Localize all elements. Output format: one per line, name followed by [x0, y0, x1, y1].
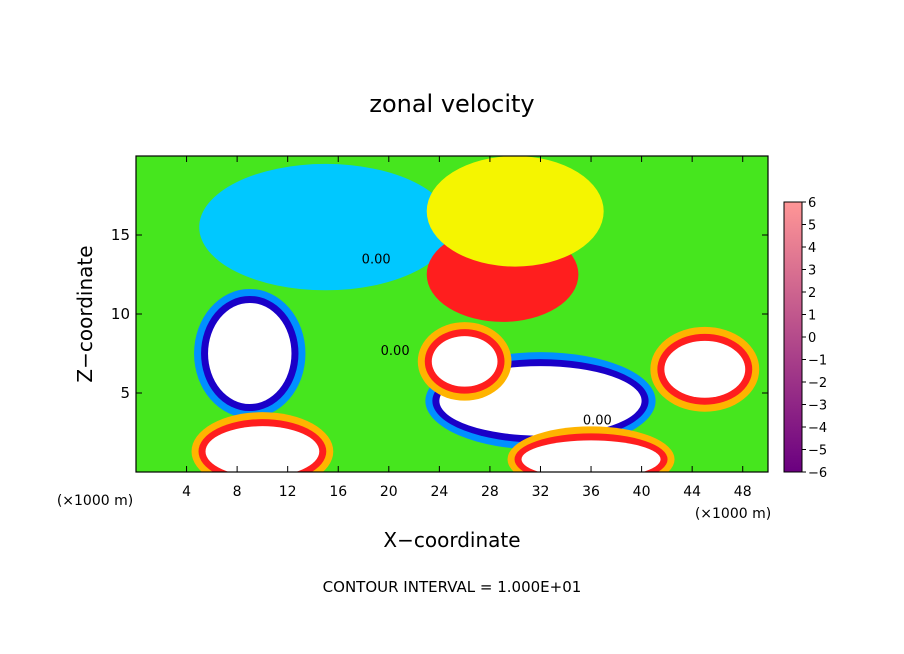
- x-tick-label: 48: [734, 484, 752, 500]
- contour-interval-note: CONTOUR INTERVAL = 1.000E+01: [323, 578, 582, 596]
- y-axis-label: Z−coordinate: [73, 245, 97, 382]
- colorbar-tick-label: 4: [808, 241, 816, 256]
- x-tick-label: 8: [233, 484, 242, 500]
- chart-title: zonal velocity: [369, 90, 534, 118]
- field-saturated-2: [431, 336, 498, 387]
- colorbar-gradient: [783, 201, 803, 473]
- field-saturated-3: [664, 340, 746, 398]
- x-tick-label: 32: [532, 484, 550, 500]
- contour-label-0: 0.00: [362, 252, 391, 267]
- colorbar-tick-label: −6: [808, 466, 827, 481]
- x-tick-label: 20: [380, 484, 398, 500]
- colorbar-tick-label: −1: [808, 354, 827, 369]
- y-tick-label: 10: [111, 305, 130, 323]
- plot-area: 0.00 0.00 0.00: [135, 155, 769, 473]
- x-tick-label: 28: [481, 484, 499, 500]
- colorbar-tick-label: 6: [808, 196, 816, 211]
- x-tick-label: 40: [633, 484, 651, 500]
- x-unit-left: (×1000 m): [57, 493, 133, 509]
- contour-label-1: 0.00: [381, 344, 410, 359]
- colorbar-tick-label: 3: [808, 264, 816, 279]
- colorbar-tick-label: −2: [808, 376, 827, 391]
- field-region-8: [426, 156, 604, 267]
- field-saturated-0: [208, 302, 292, 405]
- x-tick-label: 24: [430, 484, 448, 500]
- colorbar-tick-label: −4: [808, 421, 827, 436]
- y-axis: 5 10 15: [111, 226, 768, 402]
- x-axis: 4 8 12 16 20 24 28 32 36 40 44 48: [182, 156, 752, 500]
- y-tick-label: 5: [120, 384, 130, 402]
- field-saturated-5: [521, 440, 661, 472]
- x-tick-label: 36: [582, 484, 600, 500]
- x-tick-label: 16: [329, 484, 347, 500]
- x-unit-right: (×1000 m): [695, 506, 771, 522]
- x-tick-label: 4: [182, 484, 191, 500]
- colorbar-tick-label: 2: [808, 286, 816, 301]
- colorbar: 6 5 4 3 2 1 0 −1 −2 −3 −4 −5 −6: [783, 196, 827, 481]
- colorbar-tick-label: 5: [808, 219, 816, 234]
- field-region-6: [199, 163, 452, 291]
- y-tick-label: 15: [111, 226, 130, 244]
- x-tick-label: 44: [683, 484, 701, 500]
- x-tick-label: 12: [279, 484, 297, 500]
- colorbar-tick-label: 1: [808, 309, 816, 324]
- colorbar-tick-label: −5: [808, 444, 827, 459]
- field-saturated-4: [205, 426, 320, 472]
- colorbar-tick-label: 0: [808, 331, 816, 346]
- colorbar-tick-label: −3: [808, 399, 827, 414]
- contour-label-2: 0.00: [583, 414, 612, 429]
- x-axis-label: X−coordinate: [383, 528, 520, 552]
